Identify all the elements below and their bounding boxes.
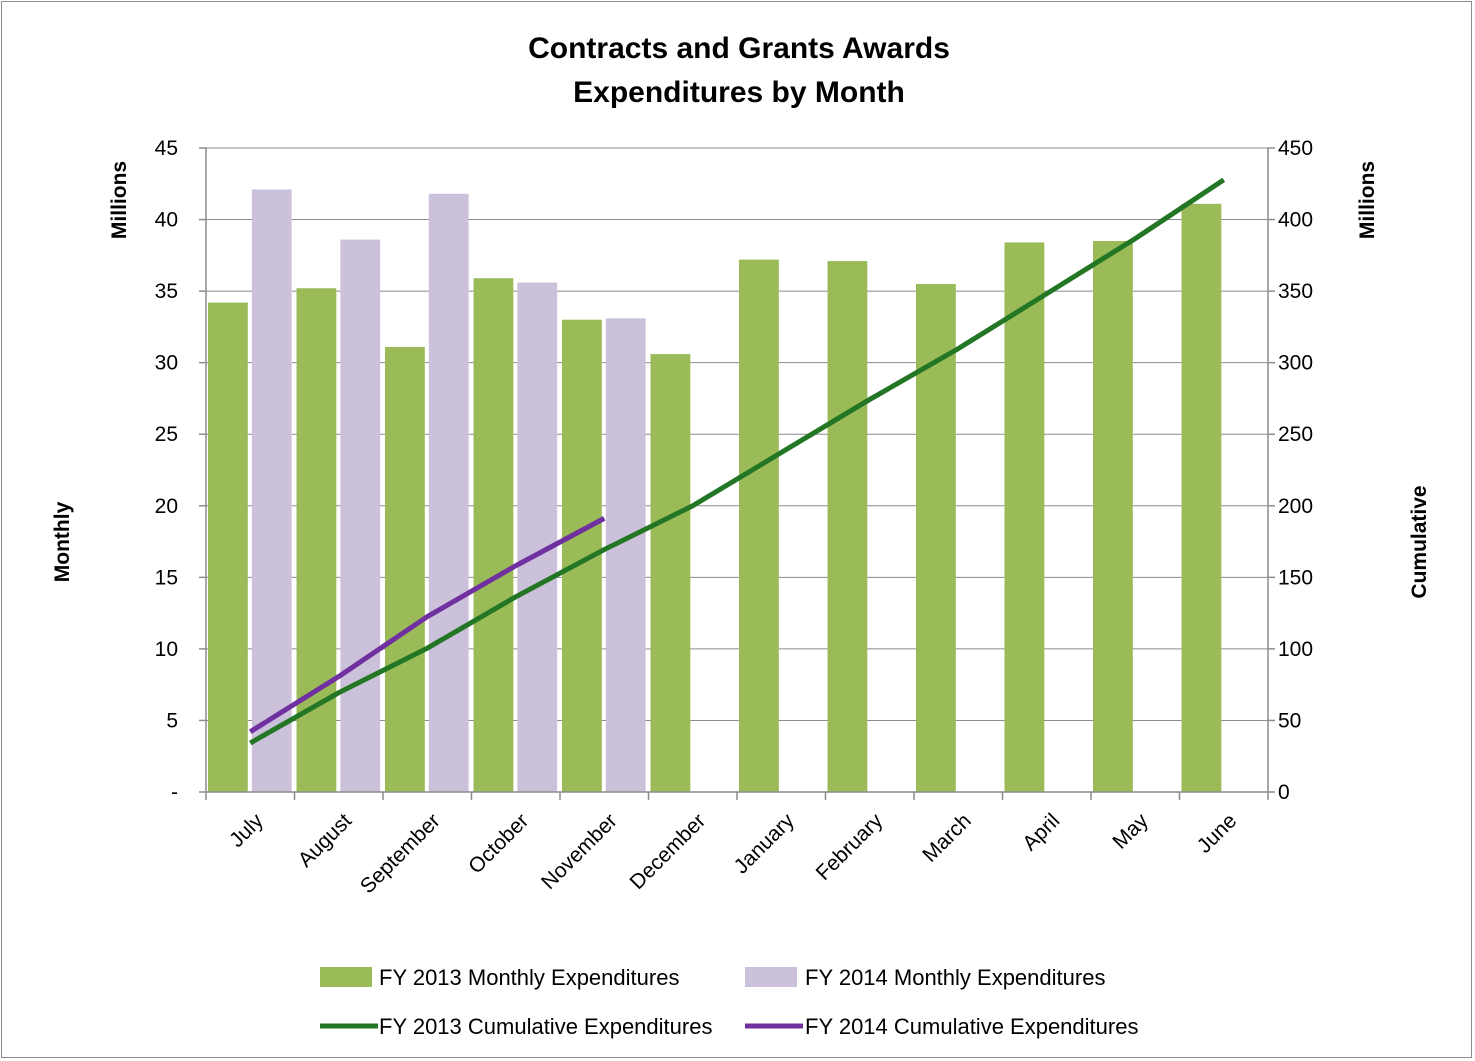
bar-fy2014-monthly: [428, 193, 469, 793]
x-tick-label: June: [1193, 809, 1241, 857]
chart-title-line-1: Contracts and Grants Awards: [528, 32, 950, 65]
right-tick-label: 0: [1278, 781, 1290, 804]
x-tick-label: December: [626, 809, 711, 894]
x-tick-label: May: [1108, 809, 1153, 854]
left-tick-label: 40: [155, 209, 178, 232]
bar-fy2014-monthly: [517, 282, 558, 792]
legend-label-fy2013-monthly: FY 2013 Monthly Expenditures: [379, 965, 679, 990]
legend-label-fy2014-cumulative: FY 2014 Cumulative Expenditures: [805, 1014, 1138, 1039]
right-tick-label: 150: [1278, 566, 1313, 589]
bar-fy2013-monthly: [739, 259, 779, 792]
bar-fy2013-monthly: [385, 346, 425, 792]
x-tick-label: January: [730, 809, 799, 878]
right-tick-label: 50: [1278, 709, 1301, 732]
x-tick-label: September: [356, 809, 445, 898]
left-unit-label: Millions: [108, 161, 131, 239]
left-tick-label: 25: [155, 423, 178, 446]
bar-fy2014-monthly: [251, 189, 292, 793]
right-tick-label: 450: [1278, 137, 1313, 160]
right-tick-label: 350: [1278, 280, 1313, 303]
bar-fy2014-monthly: [605, 318, 646, 792]
left-tick-label: 45: [155, 137, 178, 160]
bar-fy2013-monthly: [296, 288, 337, 792]
bar-fy2013-monthly: [1181, 203, 1222, 792]
bar-fy2013-monthly: [1004, 242, 1045, 792]
bar-fy2014-monthly: [340, 239, 381, 792]
legend-label-fy2014-monthly: FY 2014 Monthly Expenditures: [805, 965, 1105, 990]
legend-swatch-fy2014-monthly: [745, 967, 797, 987]
legend-swatch-fy2013-monthly: [320, 967, 372, 987]
right-tick-label: 400: [1278, 209, 1313, 232]
x-tick-label: April: [1018, 809, 1064, 855]
bar-fy2013-monthly: [1093, 241, 1133, 792]
left-tick-label: 35: [155, 280, 178, 303]
legend: FY 2013 Monthly Expenditures FY 2014 Mon…: [320, 965, 1138, 1039]
left-tick-label: 30: [155, 352, 178, 375]
left-tick-label: 20: [155, 495, 178, 518]
x-tick-label: November: [537, 809, 622, 894]
right-tick-label: 200: [1278, 495, 1313, 518]
left-tick-label: 10: [155, 638, 178, 661]
bar-fy2013-monthly: [827, 261, 868, 793]
series-lines: [248, 177, 1226, 746]
x-tick-label: August: [294, 809, 357, 872]
chart-title: Contracts and Grants Awards Expenditures…: [528, 32, 950, 109]
left-tick-label: 15: [155, 566, 178, 589]
left-axis-label: Monthly: [51, 501, 74, 582]
bar-fy2013-monthly: [208, 302, 248, 792]
right-unit-label: Millions: [1356, 161, 1379, 239]
x-tick-label: March: [918, 809, 976, 867]
bars: [208, 189, 1222, 793]
legend-label-fy2013-cumulative: FY 2013 Cumulative Expenditures: [379, 1014, 712, 1039]
left-tick-label: -: [171, 781, 178, 804]
bar-fy2013-monthly: [650, 354, 691, 792]
right-axis-label: Cumulative: [1408, 485, 1431, 598]
right-tick-label: 250: [1278, 423, 1313, 446]
right-tick-label: 300: [1278, 352, 1313, 375]
line-fy2013-cumulative: [249, 177, 1226, 746]
chart-title-line-2: Expenditures by Month: [573, 76, 905, 109]
x-tick-label: February: [812, 809, 888, 885]
x-tick-label: October: [464, 809, 533, 878]
axes: [199, 147, 1275, 800]
x-tick-label: July: [225, 809, 268, 852]
line-fy2014-cumulative: [248, 516, 606, 734]
axis-labels: Millions Monthly Millions Cumulative: [51, 161, 1431, 599]
right-tick-label: 100: [1278, 638, 1313, 661]
bar-fy2013-monthly: [473, 278, 514, 793]
left-tick-label: 5: [166, 709, 178, 732]
